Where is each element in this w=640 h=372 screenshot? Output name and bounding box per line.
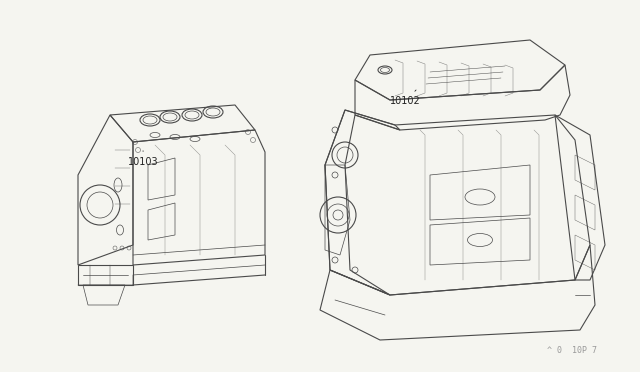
Text: 10103: 10103	[128, 151, 159, 167]
Text: ^ 0  10P 7: ^ 0 10P 7	[547, 346, 597, 355]
Text: 10102: 10102	[390, 90, 420, 106]
